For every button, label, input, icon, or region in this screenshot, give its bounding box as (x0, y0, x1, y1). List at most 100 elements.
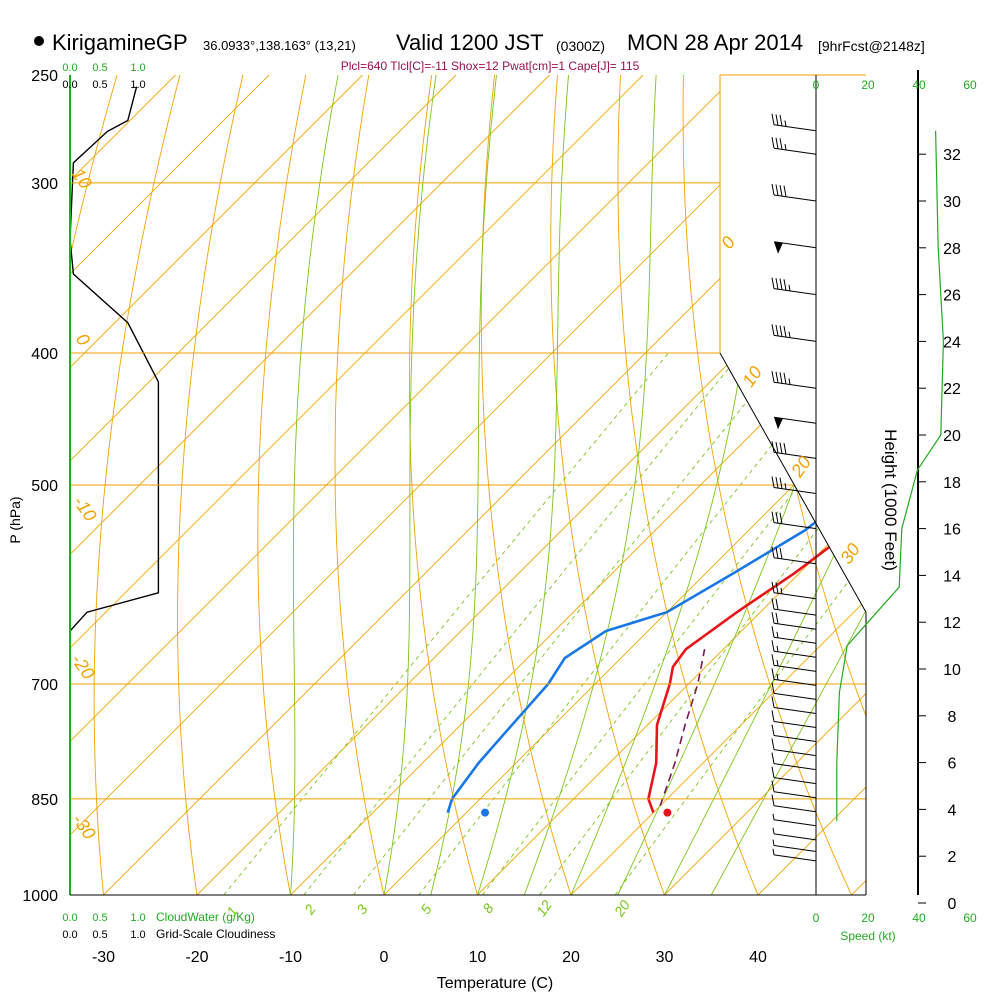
wind-barb (771, 794, 817, 813)
moist-adiabat-line (430, 75, 497, 895)
mixing-ratio-label: 5 (417, 901, 435, 917)
wind-barb-half-flag (776, 673, 779, 681)
wind-barb-staff (773, 749, 817, 757)
wind-barb-flag (771, 546, 775, 558)
wind-barb-flag (771, 794, 775, 806)
dry-adiabat-line (257, 75, 307, 895)
x-tick-label: 30 (656, 949, 674, 966)
height-tick-label: 14 (943, 568, 961, 585)
isotherm-line (664, 692, 866, 895)
wind-barb (771, 371, 817, 389)
wind-barb-flag (771, 710, 775, 722)
wind-barb (771, 668, 817, 686)
wind-barb-staff (773, 334, 817, 342)
cloud-water-scale-label: 0.5 (92, 912, 107, 924)
wind-barb-staff (773, 650, 817, 658)
cloudiness-scale-label: 1.0 (130, 79, 145, 91)
wind-barb-flag (775, 324, 779, 337)
cloudiness-scale-label: 1.0 (130, 929, 145, 941)
wind-barb (771, 137, 817, 155)
wind-barb-flag (771, 724, 775, 736)
wind-barb-flag (771, 137, 775, 149)
wind-barb-staff (773, 805, 817, 813)
height-tick-label: 32 (943, 147, 961, 164)
dry-adiabat-line (409, 75, 478, 895)
wind-barb-flag (775, 476, 779, 489)
speed-scale-label: 0 (813, 78, 820, 92)
speed-scale-label: 40 (912, 78, 926, 92)
height-tick-label: 0 (948, 896, 957, 913)
x-tick-label: 0 (380, 949, 389, 966)
wind-barb-flag (783, 279, 787, 291)
x-axis-label: Temperature (C) (437, 975, 553, 992)
wind-barb (771, 113, 817, 132)
wind-barb-staff (773, 845, 817, 853)
wind-barb-staff (773, 381, 817, 389)
wind-barb-half-flag (776, 659, 779, 666)
wind-barb-flag (771, 511, 775, 523)
wind-barb (773, 416, 817, 430)
wind-barb-staff (773, 791, 817, 799)
height-tick-label: 30 (943, 194, 961, 211)
wind-barb (771, 476, 817, 494)
wind-barb-flag (779, 547, 783, 559)
pressure-tick-label: 1000 (22, 888, 58, 905)
wind-barb (771, 724, 817, 743)
y-axis-label: P (hPa) (7, 496, 23, 543)
wind-barb-staff (773, 608, 817, 616)
cloudiness-label: Grid-Scale Cloudiness (156, 927, 275, 941)
moist-adiabat-line (523, 75, 657, 895)
wind-barb (771, 183, 817, 202)
wind-barb-staff (773, 706, 817, 714)
wind-barb-staff (773, 636, 817, 644)
pressure-tick-label: 400 (31, 346, 58, 363)
speed-scale-label: 60 (963, 911, 977, 925)
cloud-water-scale-label: 0.5 (92, 62, 107, 74)
wind-barb-flag (779, 278, 783, 290)
wind-barb-staff (773, 451, 817, 459)
wind-barb (771, 546, 817, 565)
isotherm-line (70, 75, 457, 462)
wind-barb (771, 640, 817, 658)
wind-barb-half-flag (788, 284, 791, 291)
wind-speed-line (836, 130, 945, 822)
height-tick-label: 2 (948, 849, 957, 866)
pressure-tick-label: 500 (31, 478, 58, 495)
wind-barb-flag (775, 582, 779, 594)
wind-barb-staff (773, 522, 817, 530)
wind-barb (772, 827, 817, 841)
wind-barb-flag (771, 277, 775, 289)
height-tick-label: 22 (943, 381, 961, 398)
wind-barb-half-flag (776, 645, 779, 652)
cloud-water-label: CloudWater (g/Kg) (156, 910, 255, 924)
valid-time: Valid 1200 JST (396, 30, 544, 55)
wind-barb-flag (771, 696, 775, 708)
temperature-line (647, 515, 866, 814)
dry-adiabat-line (334, 75, 385, 895)
wind-barb (771, 766, 817, 785)
height-tick-label: 26 (943, 288, 961, 305)
wind-barb (771, 441, 817, 459)
wind-barb-flag (771, 581, 775, 593)
wind-barb (771, 324, 817, 342)
x-tick-label: -30 (92, 949, 115, 966)
wind-barb-flag (779, 477, 783, 489)
wind-barb-half-flag (788, 331, 791, 338)
wind-barb-flag (783, 185, 787, 197)
wind-barb-half-flag (776, 631, 779, 638)
mixing-ratio-label: 20 (610, 897, 633, 920)
wind-barb (771, 752, 817, 771)
wind-barb-staff (773, 854, 817, 862)
wind-barb-flag (775, 441, 779, 454)
dry-adiabat-line (480, 75, 572, 895)
mixing-ratio-label: 12 (533, 897, 555, 919)
valid-time-utc: (0300Z) (556, 38, 606, 54)
wind-barb-pennant (774, 417, 783, 430)
moist-adiabat-line (290, 75, 339, 895)
parcel-line (659, 649, 706, 807)
mixing-ratio-label: 8 (479, 900, 497, 916)
wind-barb-staff (773, 194, 817, 202)
wind-barb-half-flag (780, 587, 783, 595)
height-tick-label: 20 (943, 428, 961, 445)
wind-barb (771, 654, 817, 672)
